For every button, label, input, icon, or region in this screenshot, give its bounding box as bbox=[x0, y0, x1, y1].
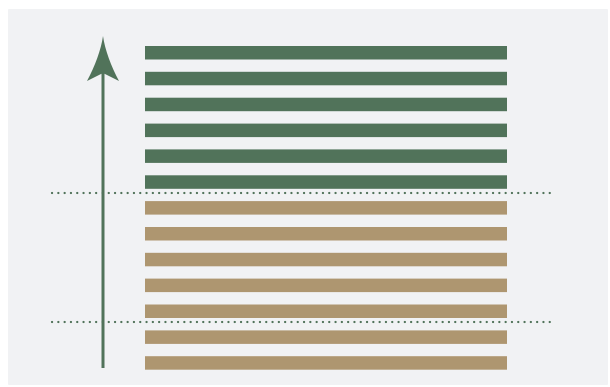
tan-stripe-5 bbox=[145, 304, 507, 318]
upper-stripe-group bbox=[145, 46, 507, 189]
tan-stripe-4 bbox=[145, 278, 507, 293]
tan-stripe-6 bbox=[145, 330, 507, 344]
green-stripe-4 bbox=[145, 123, 507, 138]
tan-stripe-7 bbox=[145, 356, 507, 370]
tan-stripe-1 bbox=[145, 201, 507, 215]
vertical-arrow bbox=[87, 36, 119, 368]
tan-stripe-2 bbox=[145, 227, 507, 241]
lower-stripe-group bbox=[145, 201, 507, 370]
green-stripe-6 bbox=[145, 175, 507, 189]
green-stripe-3 bbox=[145, 97, 507, 112]
tan-stripe-3 bbox=[145, 252, 507, 267]
green-stripe-1 bbox=[145, 46, 507, 60]
green-stripe-2 bbox=[145, 71, 507, 86]
arrow-up-icon bbox=[87, 36, 119, 81]
green-stripe-5 bbox=[145, 149, 507, 163]
